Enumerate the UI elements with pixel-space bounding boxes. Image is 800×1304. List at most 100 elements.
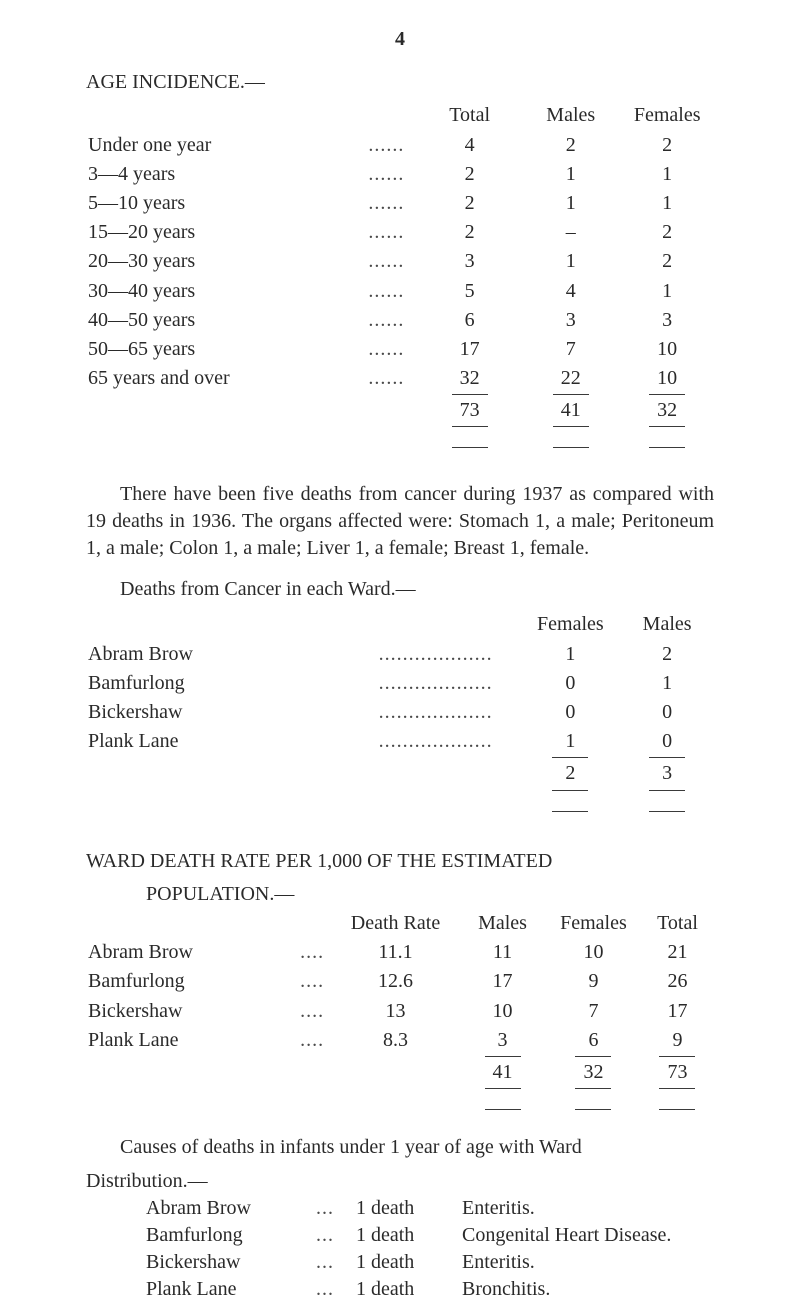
table-row: 5—10 years......211 [88,190,712,217]
cell: 3 [420,248,519,275]
close-rule-row [88,1091,712,1118]
deaths-cancer-heading: Deaths from Cancer in each Ward.— [86,576,714,603]
close-rule-row [88,793,712,820]
cell: 1 [622,278,712,305]
col-header: Males [622,611,712,638]
row-label: 15—20 years [88,219,366,246]
cell: 2 [622,248,712,275]
cell: 11.1 [332,939,459,966]
table-row: Bickershaw....1310717 [88,998,712,1025]
cell: 2 [622,641,712,668]
table-row: 20—30 years......312 [88,248,712,275]
cause-what: Enteritis. [462,1195,714,1222]
table-row: 65 years and over......322210 [88,365,712,392]
dots: ...... [368,336,418,363]
cell: 9 [643,1027,712,1054]
cell: 6 [420,307,519,334]
cell: – [521,219,620,246]
ward-death-rate-heading: WARD DEATH RATE PER 1,000 OF THE ESTIMAT… [86,848,714,875]
cause-ward: Plank Lane [146,1276,316,1303]
paragraph-cancer: There have been five deaths from cancer … [86,481,714,563]
cell: 1 [622,190,712,217]
totals-row: 41 32 73 [88,1056,712,1089]
row-label: 5—10 years [88,190,366,217]
col-header: Death Rate [332,910,459,937]
ward-death-rate-table: Death Rate Males Females Total Abram Bro… [86,908,714,1120]
dots: ................... [379,699,519,726]
cause-count: 1 death [356,1276,462,1303]
total-cell: 73 [452,394,488,427]
cell: 1 [622,161,712,188]
dots: ...... [368,219,418,246]
cause-what: Bronchitis. [462,1276,714,1303]
table-row: 30—40 years......541 [88,278,712,305]
age-incidence-table: Total Males Females Under one year......… [86,100,714,458]
table-row: 15—20 years......2–2 [88,219,712,246]
dots: ... [316,1276,356,1303]
col-header: Females [546,910,641,937]
row-label: Plank Lane [88,1027,298,1054]
total-cell: 41 [553,394,589,427]
col-header: Total [643,910,712,937]
cause-row: Bamfurlong...1 deathCongenital Heart Dis… [146,1222,714,1249]
totals-row: 2 3 [88,757,712,790]
table-header-row: Death Rate Males Females Total [88,910,712,937]
cell: 17 [461,968,544,995]
row-label: 20—30 years [88,248,366,275]
dots: ...... [368,248,418,275]
row-label: Under one year [88,132,366,159]
col-header: Males [461,910,544,937]
cell: 4 [420,132,519,159]
cell: 10 [461,998,544,1025]
table-row: Bickershaw...................00 [88,699,712,726]
dots: ... [316,1222,356,1249]
total-cell: 2 [552,757,588,790]
cell: 3 [521,307,620,334]
dots: ...... [368,365,418,392]
col-header: Females [520,611,620,638]
row-label: 3—4 years [88,161,366,188]
page-number: 4 [86,26,714,53]
dots: ...... [368,307,418,334]
row-label: Plank Lane [88,728,377,755]
cell: 0 [622,728,712,755]
cell: 1 [521,161,620,188]
cell: 3 [622,307,712,334]
cell: 1 [521,248,620,275]
cell: 1 [521,190,620,217]
cell: 0 [520,699,620,726]
table-row: 50—65 years......17710 [88,336,712,363]
row-label: Bickershaw [88,998,298,1025]
cell: 17 [420,336,519,363]
dots: ...... [368,132,418,159]
cell: 11 [461,939,544,966]
causes-heading: Causes of deaths in infants under 1 year… [86,1134,714,1161]
cause-count: 1 death [356,1249,462,1276]
cell: 10 [622,336,712,363]
cell: 22 [521,365,620,392]
cause-count: 1 death [356,1222,462,1249]
cell: 1 [520,728,620,755]
cell: 6 [546,1027,641,1054]
close-rule-row [88,429,712,456]
table-row: 3—4 years......211 [88,161,712,188]
col-header: Males [521,102,620,129]
dots: ................... [379,641,519,668]
cell: 2 [521,132,620,159]
cell: 21 [643,939,712,966]
cause-what: Congenital Heart Disease. [462,1222,714,1249]
table-row: Abram Brow...................12 [88,641,712,668]
dots: ...... [368,161,418,188]
total-cell: 3 [649,757,685,790]
row-label: Bamfurlong [88,968,298,995]
dots: ... [316,1195,356,1222]
cell: 5 [420,278,519,305]
dots: ...... [368,278,418,305]
cause-count: 1 death [356,1195,462,1222]
cell: 10 [622,365,712,392]
table-row: Under one year......422 [88,132,712,159]
dots: ................... [379,670,519,697]
total-cell: 32 [575,1056,611,1089]
totals-row: 73 41 32 [88,394,712,427]
cell: 0 [622,699,712,726]
